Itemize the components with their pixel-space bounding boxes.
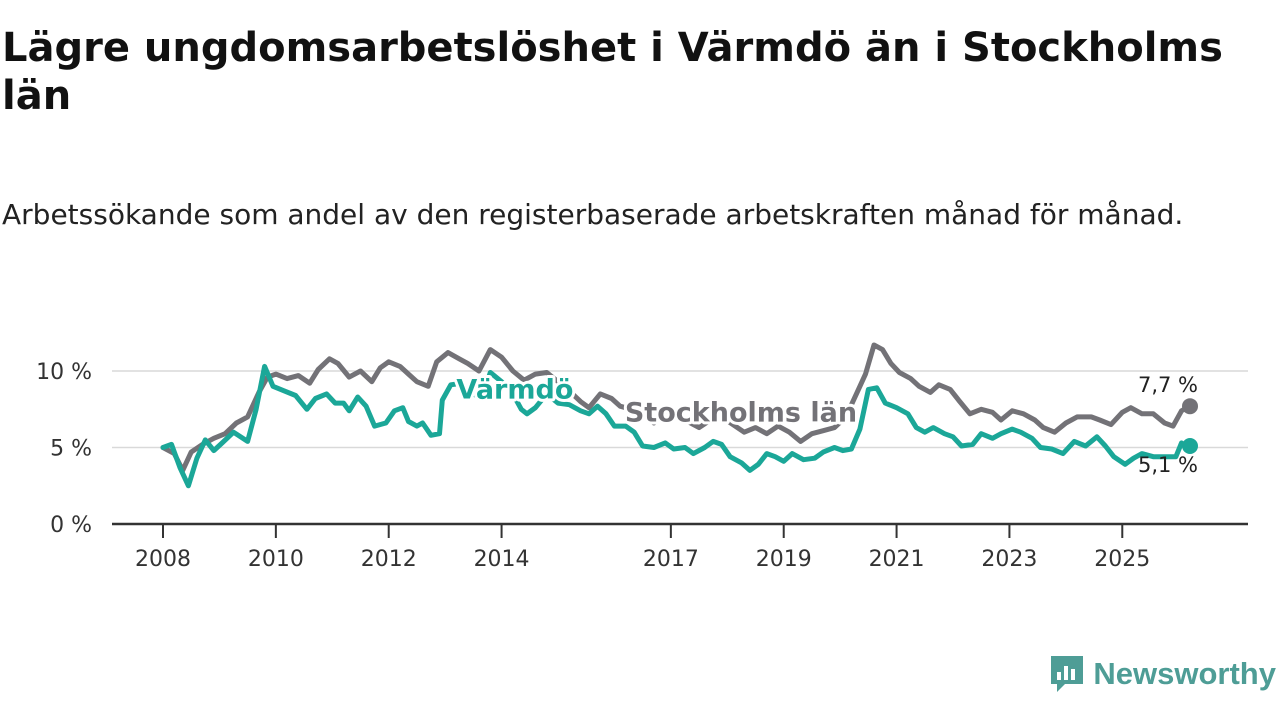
- chart-subtitle: Arbetssökande som andel av den registerb…: [2, 198, 1184, 231]
- series-end-label-0: 7,7 %: [1138, 373, 1198, 397]
- y-tick-label-0: 0 %: [50, 513, 92, 538]
- y-tick-label-1: 5 %: [50, 437, 92, 462]
- x-tick-label-1: 2010: [248, 547, 304, 572]
- brand-name: Newsworthy: [1093, 656, 1276, 691]
- series-labels: 7,7 % Stockholms län 5,1 % Värmdö: [453, 372, 1198, 477]
- x-axis-ticks: 2008 2010 2012 2014 2017 2019 2021 2023 2025: [135, 524, 1150, 572]
- series-line-1: [160, 363, 1193, 489]
- x-tick-label-6: 2021: [869, 547, 925, 572]
- x-tick-label-5: 2019: [756, 547, 812, 572]
- x-tick-label-2: 2012: [361, 547, 417, 572]
- series-label-1: Värmdö: [456, 375, 573, 406]
- y-tick-label-2: 10 %: [36, 360, 92, 385]
- newsworthy-logo-icon: [1051, 656, 1084, 692]
- y-axis-ticks: 0 % 5 % 10 %: [36, 360, 92, 538]
- chart-title: Lägre ungdomsarbetslöshet i Värmdö än i …: [2, 25, 1223, 119]
- series-label-0: Stockholms län: [625, 397, 857, 428]
- x-tick-label-7: 2023: [981, 547, 1037, 572]
- x-tick-label-3: 2014: [474, 547, 530, 572]
- x-tick-label-0: 2008: [135, 547, 191, 572]
- x-tick-label-4: 2017: [643, 547, 699, 572]
- newsworthy-logo: Newsworthy: [1049, 654, 1276, 694]
- x-tick-label-8: 2025: [1094, 547, 1150, 572]
- series-end-marker-1: [1182, 437, 1198, 454]
- series-end-marker-0: [1182, 398, 1198, 415]
- series-lines: [160, 342, 1198, 489]
- series-end-label-1: 5,1 %: [1138, 453, 1198, 477]
- series-line-0: [160, 342, 1193, 473]
